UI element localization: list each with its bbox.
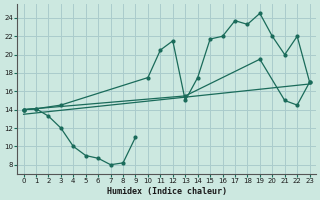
X-axis label: Humidex (Indice chaleur): Humidex (Indice chaleur): [107, 187, 227, 196]
